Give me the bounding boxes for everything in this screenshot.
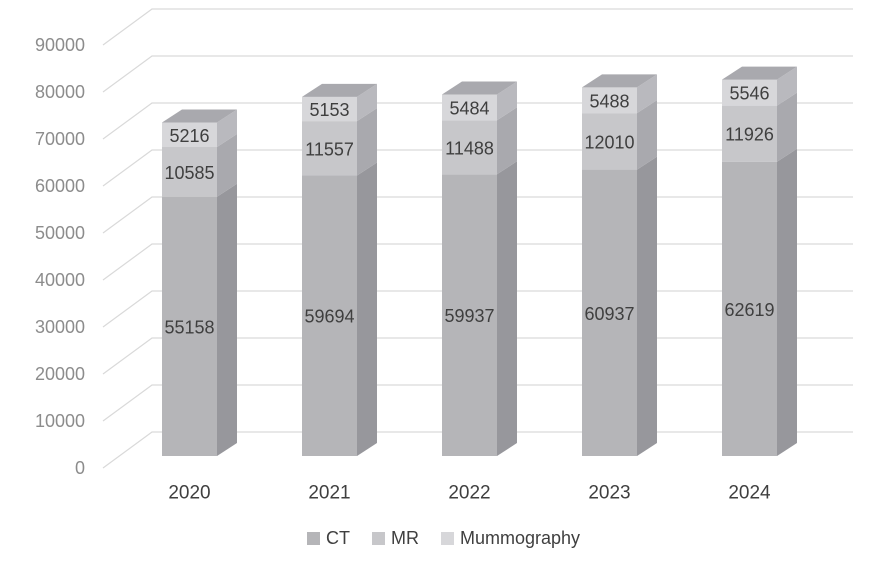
bars bbox=[162, 66, 797, 457]
data-label-2021-CT: 59694 bbox=[304, 307, 354, 327]
y-axis-labels: 0 10000 20000 30000 40000 50000 60000 70000 8000… bbox=[35, 35, 85, 478]
y-tick-label: 70000 bbox=[35, 129, 85, 149]
bar-segment-2021-CT bbox=[302, 175, 357, 456]
data-label-2020-Mummography: 5216 bbox=[169, 126, 209, 146]
bar-2021 bbox=[302, 83, 377, 456]
bar-segment-2021-Mummography bbox=[302, 96, 357, 122]
legend-swatch-ct-icon bbox=[306, 532, 320, 545]
bar-segment-side-2023-MR bbox=[637, 100, 657, 170]
bar-segment-2023-Mummography bbox=[582, 87, 637, 114]
bar-segment-2024-Mummography bbox=[722, 79, 777, 106]
bar-segment-side-2020-Mummography bbox=[217, 109, 237, 148]
data-label-2024-MR: 11926 bbox=[725, 125, 774, 145]
y-tick-label: 20000 bbox=[35, 364, 85, 384]
bar-2020 bbox=[162, 109, 237, 457]
data-label-2024-CT: 62619 bbox=[724, 300, 774, 320]
legend-item-mummography: Mummography bbox=[440, 528, 581, 549]
bar-segment-2020-MR bbox=[162, 147, 217, 197]
data-label-2023-Mummography: 5488 bbox=[589, 91, 629, 111]
bar-top-face-2023 bbox=[582, 74, 657, 88]
x-tick-label-2020: 2020 bbox=[168, 483, 210, 504]
data-label-2022-CT: 59937 bbox=[444, 306, 494, 326]
gridline bbox=[102, 55, 853, 93]
y-tick-label: 0 bbox=[75, 458, 85, 478]
data-labels: 55158 10585 5216 59694 11557 5153 59937 11488 54… bbox=[164, 84, 774, 338]
bar-segment-side-2024-Mummography bbox=[777, 66, 797, 106]
bar-segment-side-2020-CT bbox=[217, 183, 237, 457]
gridline bbox=[102, 8, 853, 46]
legend-label-mr: MR bbox=[390, 528, 419, 548]
bar-segment-side-2021-MR bbox=[357, 108, 377, 176]
bar-segment-side-2023-Mummography bbox=[637, 74, 657, 114]
gridlines bbox=[102, 8, 853, 469]
bar-segment-side-2022-MR bbox=[497, 107, 517, 175]
data-label-2023-MR: 12010 bbox=[584, 132, 634, 152]
y-tick-label: 40000 bbox=[35, 270, 85, 290]
x-tick-label-2021: 2021 bbox=[308, 483, 350, 504]
data-label-2023-CT: 60937 bbox=[584, 304, 634, 324]
bar-segment-2021-MR bbox=[302, 121, 357, 176]
bar-segment-2023-CT bbox=[582, 169, 637, 456]
x-tick-label-2023: 2023 bbox=[588, 483, 630, 504]
bar-2023 bbox=[582, 74, 657, 456]
y-tick-label: 80000 bbox=[35, 82, 85, 102]
bar-segment-side-2022-CT bbox=[497, 161, 517, 457]
bar-segment-side-2020-MR bbox=[217, 134, 237, 197]
y-tick-label: 60000 bbox=[35, 176, 85, 196]
data-label-2020-CT: 55158 bbox=[164, 317, 214, 337]
bar-segment-side-2021-Mummography bbox=[357, 83, 377, 122]
bar-2022 bbox=[442, 81, 517, 457]
x-axis-labels: 2020 2021 2022 2023 2024 bbox=[168, 483, 771, 504]
bar-segment-2024-MR bbox=[722, 105, 777, 162]
data-label-2022-MR: 11488 bbox=[445, 138, 494, 158]
data-label-2021-MR: 11557 bbox=[305, 139, 354, 159]
bar-segment-side-2024-CT bbox=[777, 148, 797, 456]
bar-segment-side-2023-CT bbox=[637, 156, 657, 456]
legend-item-mr: MR bbox=[371, 528, 419, 549]
bar-segment-2022-CT bbox=[442, 174, 497, 457]
bar-top-face-2021 bbox=[302, 83, 377, 97]
bar-segment-2023-MR bbox=[582, 113, 637, 170]
bar-segment-side-2024-MR bbox=[777, 92, 797, 162]
y-tick-label: 90000 bbox=[35, 35, 85, 55]
data-label-2020-MR: 10585 bbox=[164, 163, 214, 183]
bar-segment-2024-CT bbox=[722, 161, 777, 456]
bar-segment-2022-Mummography bbox=[442, 94, 497, 121]
data-label-2021-Mummography: 5153 bbox=[309, 100, 349, 120]
bar-segment-side-2022-Mummography bbox=[497, 81, 517, 121]
legend-swatch-mummography-icon bbox=[440, 532, 454, 545]
y-tick-label: 10000 bbox=[35, 411, 85, 431]
bar-segment-2022-MR bbox=[442, 120, 497, 175]
bar-top-face-2024 bbox=[722, 66, 797, 80]
legend-label-ct: CT bbox=[325, 528, 350, 548]
bar-2024 bbox=[722, 66, 797, 456]
legend: CT MR Mummography bbox=[0, 528, 887, 549]
legend-item-ct: CT bbox=[306, 528, 350, 549]
bar-segment-2020-Mummography bbox=[162, 122, 217, 148]
x-tick-label-2022: 2022 bbox=[448, 483, 490, 504]
legend-swatch-mr-icon bbox=[371, 532, 385, 545]
bar-top-face-2020 bbox=[162, 109, 237, 123]
bar-top-face-2022 bbox=[442, 81, 517, 95]
bar-segment-side-2021-CT bbox=[357, 162, 377, 456]
data-label-2022-Mummography: 5484 bbox=[449, 98, 489, 118]
data-label-2024-Mummography: 5546 bbox=[729, 84, 769, 104]
bar-segment-2020-CT bbox=[162, 196, 217, 457]
x-tick-label-2024: 2024 bbox=[728, 483, 771, 504]
legend-label-mummography: Mummography bbox=[459, 528, 581, 548]
y-tick-label: 30000 bbox=[35, 317, 85, 337]
y-tick-label: 50000 bbox=[35, 223, 85, 243]
